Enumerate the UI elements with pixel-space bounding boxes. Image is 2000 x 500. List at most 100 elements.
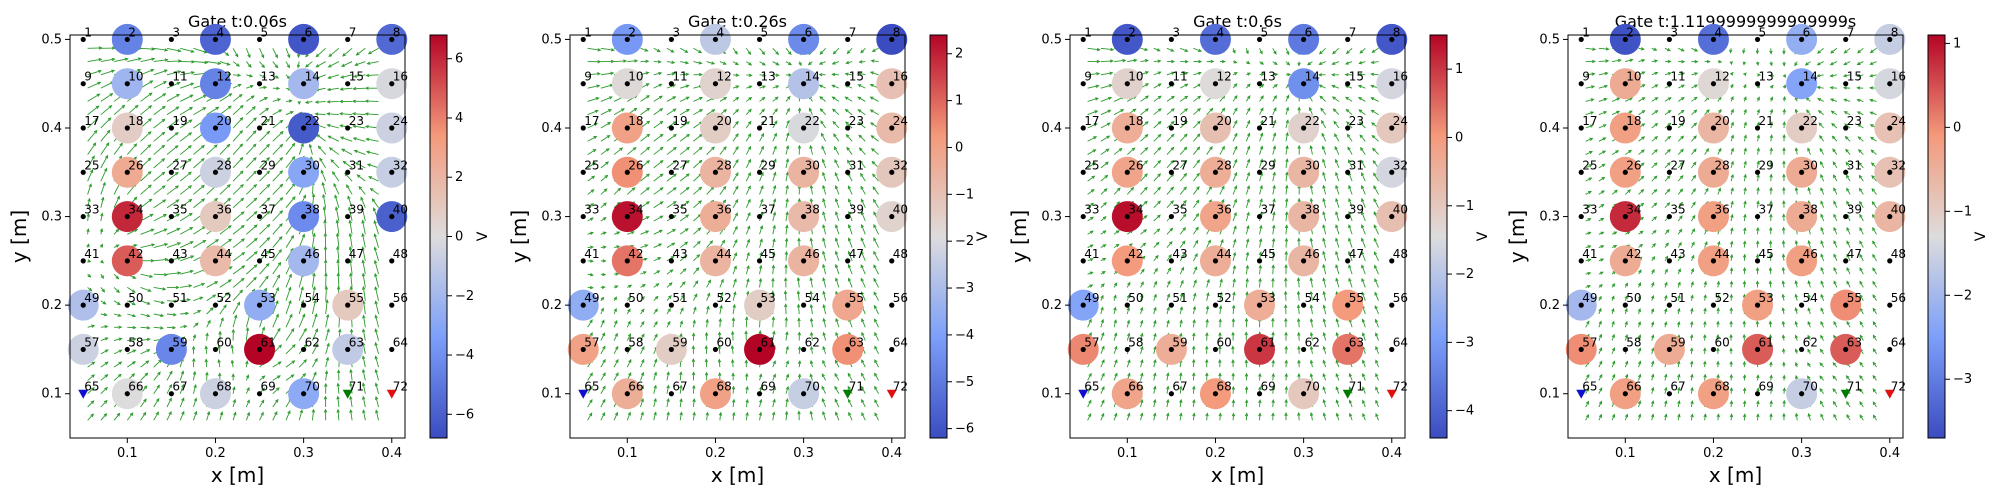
electrode-56-point xyxy=(889,302,895,308)
field-arrowhead xyxy=(848,211,852,216)
electrode-15-label: 15 xyxy=(349,70,364,84)
field-arrowhead xyxy=(733,252,737,257)
field-arrow xyxy=(272,210,283,222)
field-arrow xyxy=(1192,399,1195,408)
electrode-18-point xyxy=(124,125,130,131)
field-arrowhead xyxy=(1639,230,1644,235)
field-arrowhead xyxy=(861,331,865,336)
field-arrow xyxy=(127,300,136,306)
field-arrow xyxy=(231,360,234,368)
electrode-67-label: 67 xyxy=(172,380,187,394)
field-arrow xyxy=(1585,85,1595,89)
field-arrowhead xyxy=(1374,278,1378,283)
field-arrow xyxy=(745,109,752,116)
field-arrowhead xyxy=(1101,372,1105,377)
electrode-5-point xyxy=(1256,36,1263,43)
field-arrowhead xyxy=(1284,237,1289,242)
field-arrow xyxy=(653,201,664,209)
colorbar-tick-label: 0 xyxy=(1455,130,1463,145)
field-arrowhead xyxy=(201,144,205,149)
field-arrowhead xyxy=(758,330,762,335)
field-arrow xyxy=(1585,374,1590,381)
field-arrowhead xyxy=(348,245,353,250)
field-arrow xyxy=(298,410,303,421)
field-arrowhead xyxy=(1114,359,1118,364)
electrode-44-label: 44 xyxy=(1216,247,1231,261)
field-arrowhead xyxy=(646,187,650,191)
field-arrow xyxy=(874,359,879,368)
electrode-22-point xyxy=(301,125,307,131)
colorbar-tick-label: −4 xyxy=(1455,404,1474,419)
field-arrow xyxy=(166,384,172,394)
field-arrowhead xyxy=(692,411,696,416)
colorbar-tick-label: 1 xyxy=(1455,62,1463,77)
field-arrowhead xyxy=(1234,171,1238,176)
field-arrowhead xyxy=(614,332,618,337)
field-arrowhead xyxy=(773,132,777,137)
electrode-66-point xyxy=(1124,391,1130,397)
field-arrow xyxy=(1272,212,1275,222)
field-arrow xyxy=(732,186,739,195)
field-arrowhead xyxy=(1335,184,1339,189)
field-arrow xyxy=(1335,198,1340,208)
field-arrow xyxy=(785,411,788,421)
field-arrowhead xyxy=(1346,133,1351,138)
field-arrowhead xyxy=(1170,48,1175,52)
field-arrowhead xyxy=(1361,277,1365,282)
field-arrowhead xyxy=(1192,332,1196,337)
field-arrowhead xyxy=(240,224,245,229)
field-arrow xyxy=(587,162,596,169)
field-arrowhead xyxy=(288,286,292,291)
field-arrow xyxy=(858,84,866,89)
field-arrow xyxy=(153,326,164,329)
field-arrowhead xyxy=(146,349,151,353)
field-arrowhead xyxy=(104,337,109,341)
field-arrowhead xyxy=(1113,332,1118,337)
field-arrowhead xyxy=(1375,412,1379,417)
field-arrowhead xyxy=(214,197,219,202)
field-arrow xyxy=(1361,238,1366,248)
field-arrow xyxy=(1100,175,1108,182)
field-arrowhead xyxy=(300,142,304,147)
field-arrowhead xyxy=(117,313,122,317)
field-arrowhead xyxy=(1373,172,1377,177)
electrode-48-label: 48 xyxy=(893,247,908,261)
field-arrow xyxy=(1598,111,1607,116)
field-arrow xyxy=(1625,59,1633,63)
field-arrowhead xyxy=(654,333,658,338)
field-arrow xyxy=(1113,201,1120,209)
field-arrowhead xyxy=(873,250,877,255)
field-arrow xyxy=(1193,83,1201,89)
field-arrowhead xyxy=(1192,412,1196,417)
electrode-65-label: 65 xyxy=(84,380,99,394)
field-arrowhead xyxy=(278,236,283,240)
field-arrowhead xyxy=(253,197,258,202)
field-arrowhead xyxy=(312,232,316,237)
field-arrowhead xyxy=(1140,319,1144,324)
field-arrow xyxy=(1245,212,1250,222)
field-arrow xyxy=(272,131,284,142)
field-arrowhead xyxy=(1370,109,1375,114)
field-arrow xyxy=(1166,386,1169,394)
field-arrowhead xyxy=(336,369,341,374)
field-arrow xyxy=(219,184,231,195)
field-arrowhead xyxy=(668,295,672,299)
electrode-5-label: 5 xyxy=(261,25,269,39)
field-arrowhead xyxy=(253,264,258,268)
field-arrowhead xyxy=(1157,59,1162,63)
field-arrow xyxy=(1100,373,1105,381)
field-arrowhead xyxy=(1259,198,1263,203)
field-arrowhead xyxy=(760,171,764,176)
field-arrow xyxy=(1100,202,1107,209)
field-arrow xyxy=(1611,374,1616,381)
field-arrow xyxy=(679,121,690,129)
electrode-56-point xyxy=(389,302,395,308)
field-arrow xyxy=(206,281,218,288)
field-arrowhead xyxy=(1168,254,1172,259)
field-arrow xyxy=(874,399,879,408)
field-arrowhead xyxy=(698,72,703,77)
field-arrowhead xyxy=(1155,241,1160,246)
field-arrow xyxy=(1374,251,1379,262)
field-arrow xyxy=(325,314,329,328)
electrode-35-point xyxy=(1168,213,1174,220)
